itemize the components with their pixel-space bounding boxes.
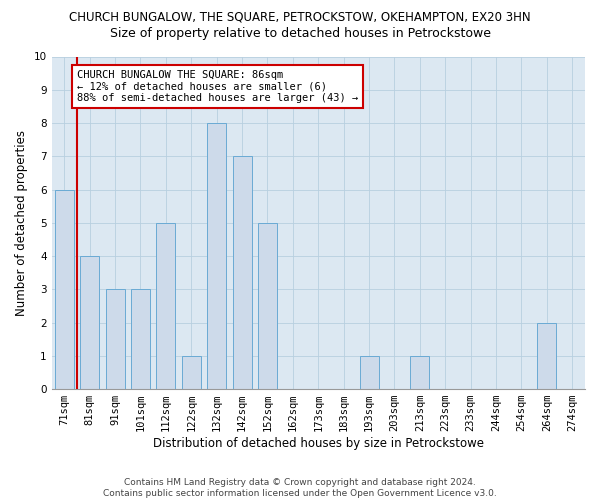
Bar	[182, 356, 201, 389]
Bar	[207, 123, 226, 389]
Text: CHURCH BUNGALOW, THE SQUARE, PETROCKSTOW, OKEHAMPTON, EX20 3HN: CHURCH BUNGALOW, THE SQUARE, PETROCKSTOW…	[69, 10, 531, 23]
Text: CHURCH BUNGALOW THE SQUARE: 86sqm
← 12% of detached houses are smaller (6)
88% o: CHURCH BUNGALOW THE SQUARE: 86sqm ← 12% …	[77, 70, 358, 103]
Bar	[410, 356, 430, 389]
Bar	[80, 256, 99, 389]
Y-axis label: Number of detached properties: Number of detached properties	[15, 130, 28, 316]
Bar	[157, 223, 175, 389]
Bar	[106, 290, 125, 389]
Bar	[538, 322, 556, 389]
Bar	[131, 290, 150, 389]
Bar	[55, 190, 74, 389]
Text: Size of property relative to detached houses in Petrockstowe: Size of property relative to detached ho…	[110, 28, 491, 40]
Bar	[258, 223, 277, 389]
Text: Contains HM Land Registry data © Crown copyright and database right 2024.
Contai: Contains HM Land Registry data © Crown c…	[103, 478, 497, 498]
Bar	[359, 356, 379, 389]
X-axis label: Distribution of detached houses by size in Petrockstowe: Distribution of detached houses by size …	[153, 437, 484, 450]
Bar	[233, 156, 251, 389]
